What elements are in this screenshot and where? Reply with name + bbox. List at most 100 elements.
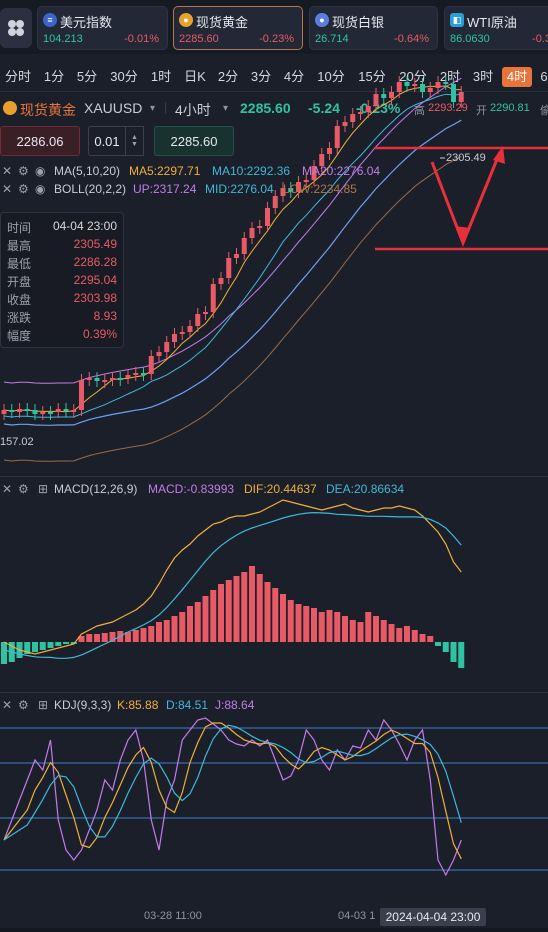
candle-body xyxy=(48,412,53,414)
close-icon[interactable]: ✕ xyxy=(2,182,13,196)
kdj-k-value: K:85.88 xyxy=(117,698,159,712)
ohlc-tooltip: 时间 04-04 23:00 最高 2305.49 最低 2286.28 开盘 2295… xyxy=(0,212,124,348)
tf-2h[interactable]: 2时 xyxy=(439,69,461,84)
period-dropdown-icon[interactable]: ▾ xyxy=(223,103,229,114)
settings-icon[interactable]: ⚙ xyxy=(18,182,29,196)
boll-legend: ✕ ⚙ ◉ BOLL(20,2,2) UP:2317.24 MID:2276.0… xyxy=(0,181,548,199)
open-value: 2290.81 xyxy=(490,102,530,114)
candle-body xyxy=(110,378,115,380)
ticker-spot-silver[interactable]: ● 现货白银 26.714 -0.64% xyxy=(309,6,438,50)
ticker-bar: ≡ 美元指数 104.213 -0.01% ● 现货黄金 2285.60 -0.… xyxy=(0,0,548,54)
close-icon[interactable]: ✕ xyxy=(2,482,13,496)
tf-1m[interactable]: 1分 xyxy=(43,69,65,84)
visibility-eye-icon[interactable]: ◉ xyxy=(35,164,46,178)
settings-icon[interactable]: ⚙ xyxy=(18,698,29,712)
ticker-usd-index[interactable]: ≡ 美元指数 104.213 -0.01% xyxy=(37,6,168,50)
close-icon[interactable]: ✕ xyxy=(2,164,13,178)
candle-body xyxy=(404,82,410,86)
macd-histogram-bar xyxy=(349,620,356,642)
tf-1h[interactable]: 1时 xyxy=(150,69,172,84)
buy-price-button[interactable]: 2285.60 xyxy=(154,126,234,156)
macd-indicator-name[interactable]: MACD(12,26,9) xyxy=(54,482,138,496)
symbol-name[interactable]: 现货黄金 xyxy=(20,102,76,118)
candle-body xyxy=(396,82,402,92)
tf-3h[interactable]: 3时 xyxy=(472,69,494,84)
chevron-up-icon[interactable]: ▲ xyxy=(131,134,138,141)
change-value: 8.93 xyxy=(93,309,117,323)
tf-20m[interactable]: 20分 xyxy=(399,69,427,84)
candle-body xyxy=(133,373,139,375)
kdj-chart[interactable] xyxy=(0,700,548,910)
ma20-value: MA20:2276.04 xyxy=(302,164,381,178)
high-value: 2293.29 xyxy=(428,102,468,114)
ticker-name: 现货黄金 xyxy=(196,15,249,30)
lots-input[interactable]: 0.01 xyxy=(88,126,126,156)
candle-body xyxy=(280,188,286,196)
candle-body xyxy=(288,188,294,192)
ticker-change: -0.64% xyxy=(394,33,429,45)
candle-body xyxy=(303,180,309,182)
boll-indicator-name[interactable]: BOLL(20,2,2) xyxy=(54,182,127,196)
candle-body xyxy=(420,84,425,92)
lots-stepper[interactable]: ▲ ▼ xyxy=(126,126,144,156)
tf-tick[interactable]: 分时 xyxy=(4,69,31,84)
sell-price-button[interactable]: 2286.06 xyxy=(0,126,80,156)
ma20-line xyxy=(3,119,462,426)
macd-histogram-bar xyxy=(411,630,418,642)
candle-body xyxy=(350,114,356,122)
open-label: 开盘 xyxy=(7,275,32,289)
macd-histogram-bar xyxy=(63,642,69,644)
tf-10m[interactable]: 10分 xyxy=(317,69,345,84)
bottom-bar xyxy=(0,928,548,932)
pane-divider[interactable] xyxy=(0,476,548,477)
ticker-wti-oil[interactable]: ◧ WTI原油 86.0630 -0.3 xyxy=(444,6,548,50)
tf-15m[interactable]: 15分 xyxy=(358,69,386,84)
candle-body xyxy=(172,334,177,342)
tf-4m[interactable]: 4分 xyxy=(283,69,305,84)
gold-coin-icon: ● xyxy=(179,13,193,27)
candle-body xyxy=(311,166,317,180)
candle-body xyxy=(24,409,30,411)
candle-body xyxy=(195,314,201,326)
macd-histogram-bar xyxy=(458,642,465,668)
kdj-indicator-name[interactable]: KDJ(9,3,3) xyxy=(54,698,112,712)
macd-histogram-bar xyxy=(55,642,62,646)
kdj-j-value: J:88.64 xyxy=(215,698,255,712)
visibility-eye-icon[interactable]: ◉ xyxy=(35,182,46,196)
x-axis-label: 03-28 11:00 xyxy=(144,910,202,922)
candle-body xyxy=(443,82,449,84)
candlestick-chart[interactable] xyxy=(0,0,548,470)
macd-histogram-bar xyxy=(32,642,38,652)
change-label: 涨跌 xyxy=(7,311,32,325)
settings-icon[interactable]: ⚙ xyxy=(18,164,29,178)
add-icon[interactable]: ⊞ xyxy=(38,698,49,712)
close-icon[interactable]: ✕ xyxy=(2,698,13,712)
pane-divider[interactable] xyxy=(0,692,548,693)
macd-histogram-bar xyxy=(140,628,147,642)
ma-indicator-name[interactable]: MA(5,10,20) xyxy=(54,164,121,178)
apps-menu-button[interactable] xyxy=(0,8,32,48)
tf-4h[interactable]: 4时 xyxy=(502,67,532,87)
chevron-down-icon[interactable]: ▼ xyxy=(131,141,138,148)
candle-body xyxy=(187,326,193,332)
close-value: 2303.98 xyxy=(73,291,117,305)
tf-2m[interactable]: 2分 xyxy=(217,69,239,84)
tf-3m[interactable]: 3分 xyxy=(250,69,272,84)
dif-line xyxy=(3,499,462,655)
add-icon[interactable]: ⊞ xyxy=(38,482,49,496)
period-selector[interactable]: 4小时 xyxy=(175,102,211,118)
macd-histogram-bar xyxy=(396,628,403,642)
divider: | xyxy=(164,100,168,114)
symbol-dropdown-icon[interactable]: ▾ xyxy=(150,103,156,114)
tf-30m[interactable]: 30分 xyxy=(110,69,138,84)
macd-chart[interactable] xyxy=(0,494,548,694)
tf-1d[interactable]: 日K xyxy=(184,69,206,84)
ticker-spot-gold[interactable]: ● 现货黄金 2285.60 -0.23% xyxy=(173,6,303,50)
candle-body xyxy=(358,112,363,114)
tf-5m[interactable]: 5分 xyxy=(76,69,98,84)
tf-6h[interactable]: 6 xyxy=(540,69,548,84)
candle-body xyxy=(40,412,46,414)
settings-icon[interactable]: ⚙ xyxy=(18,482,29,496)
symbol-code[interactable]: XAUUSD xyxy=(84,100,143,116)
candle-body xyxy=(179,332,185,334)
